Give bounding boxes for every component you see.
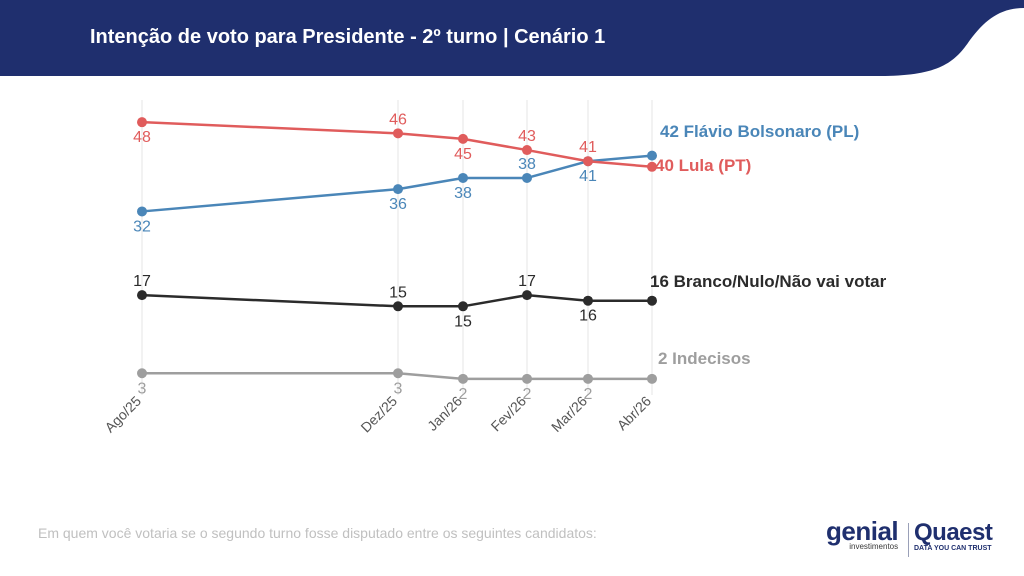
data-point — [647, 150, 657, 161]
data-point — [522, 172, 532, 183]
data-point — [647, 295, 657, 306]
series-line-2 — [141, 293, 652, 308]
data-label: 46 — [389, 111, 407, 128]
x-tick-label: Dez/25 — [357, 393, 400, 436]
data-label: 3 — [138, 380, 147, 397]
data-label: 2 — [523, 386, 532, 403]
series-end-label: 40 Lula (PT) — [655, 156, 751, 175]
data-point — [458, 301, 468, 312]
data-point — [522, 290, 532, 301]
x-tick-label: Abr/26 — [614, 393, 655, 434]
data-point — [583, 373, 593, 384]
data-point — [647, 161, 657, 172]
data-label: 2 — [584, 386, 593, 403]
data-label: 15 — [454, 313, 472, 330]
data-point — [393, 184, 403, 195]
data-label: 38 — [454, 185, 472, 202]
data-point — [583, 156, 593, 167]
quaest-logo-subtext: DATA YOU CAN TRUST — [914, 545, 992, 552]
header-background — [0, 0, 1024, 76]
data-point — [522, 373, 532, 384]
line-chart: Ago/25 Dez/25 Jan/26 Fev/26 Mar/26 Abr/263236… — [101, 100, 887, 436]
data-label: 17 — [133, 273, 151, 290]
data-point — [137, 368, 147, 379]
data-label: 36 — [389, 196, 407, 213]
series-end-label: 2 Indecisos — [658, 349, 751, 368]
data-label: 2 — [459, 386, 468, 403]
data-label: 15 — [389, 284, 407, 301]
series-line-1 — [141, 120, 653, 169]
genial-logo-subtext: investimentos — [849, 542, 899, 551]
data-point — [393, 368, 403, 379]
series-end-label: 42 Flávio Bolsonaro (PL) — [660, 122, 859, 141]
series-line-0 — [141, 154, 653, 213]
header-banner: Intenção de voto para Presidente - 2º tu… — [0, 0, 1024, 82]
page-title: Intenção de voto para Presidente - 2º tu… — [90, 26, 606, 48]
data-label: 43 — [518, 128, 536, 145]
data-label: 17 — [518, 273, 536, 290]
data-label: 41 — [579, 139, 597, 156]
quaest-logo-text: Quaest — [914, 519, 993, 546]
data-label: 32 — [133, 218, 151, 235]
logo-divider — [908, 523, 909, 557]
data-point — [137, 117, 147, 128]
data-point — [458, 133, 468, 144]
question-text: Em quem você votaria se o segundo turno … — [38, 525, 597, 541]
data-point — [393, 301, 403, 312]
data-label: 38 — [518, 156, 536, 173]
data-point — [393, 128, 403, 139]
genial-logo: genial investimentos — [826, 516, 899, 551]
data-label: 45 — [454, 146, 472, 163]
data-point — [458, 373, 468, 384]
data-label: 3 — [394, 380, 403, 397]
data-point — [647, 373, 657, 384]
data-point — [583, 295, 593, 306]
data-point — [458, 172, 468, 183]
series-end-label: 16 Branco/Nulo/Não vai votar — [650, 272, 887, 291]
data-point — [137, 206, 147, 217]
data-label: 41 — [579, 168, 597, 185]
data-label: 48 — [133, 129, 151, 146]
series-line-3 — [142, 372, 652, 381]
genial-logo-text: genial — [826, 516, 899, 546]
data-label: 16 — [579, 308, 597, 325]
data-point — [522, 145, 532, 156]
x-tick-label: Ago/25 — [101, 393, 144, 436]
data-point — [137, 290, 147, 301]
quaest-logo: Quaest DATA YOU CAN TRUST — [914, 519, 993, 553]
